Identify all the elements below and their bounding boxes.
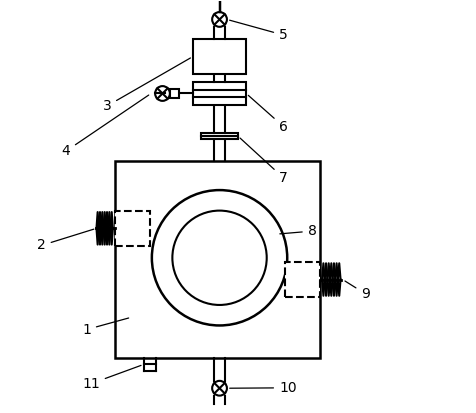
Circle shape [172,211,267,305]
Bar [115,161,320,358]
Text: 9: 9 [345,281,370,301]
Circle shape [152,190,287,325]
Text: 3: 3 [103,58,190,113]
Bar [285,262,320,297]
Text: 4: 4 [61,95,149,158]
Text: 1: 1 [82,318,129,337]
Bar [170,89,179,97]
Text: 2: 2 [37,229,94,252]
Text: 6: 6 [248,95,288,133]
Bar [193,82,246,105]
Text: 11: 11 [82,366,141,391]
Text: 10: 10 [230,381,297,395]
Text: 5: 5 [229,20,288,42]
Bar [201,136,238,139]
Bar [115,211,150,246]
Bar [201,133,238,136]
Text: 7: 7 [240,138,288,185]
Bar [193,39,246,74]
Text: 8: 8 [280,224,317,238]
